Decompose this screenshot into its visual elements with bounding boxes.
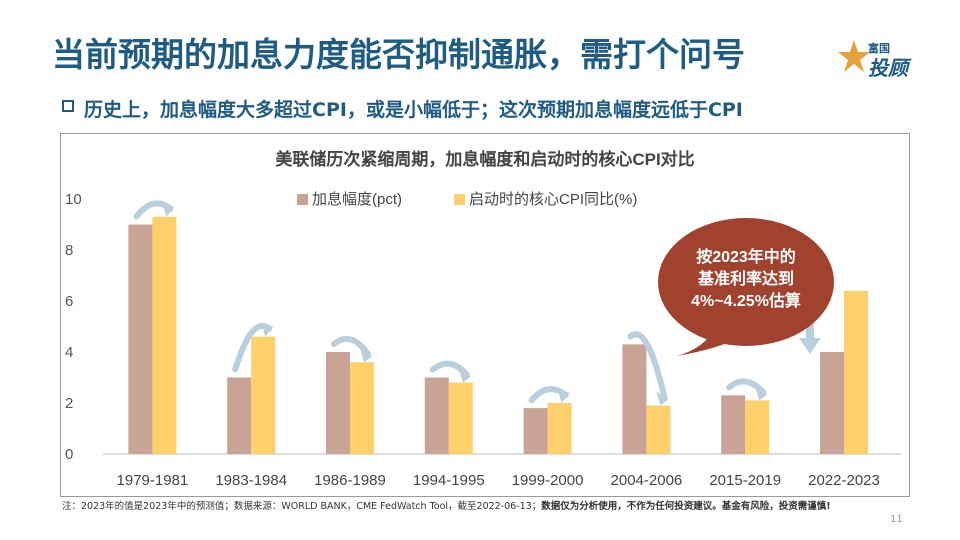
footnote-source: 注：2023年的值是2023年中的预测值；数据来源：WORLD BANK，CME… xyxy=(62,501,542,512)
bar-core-cpi xyxy=(646,405,671,454)
bar-rate-hike xyxy=(820,352,844,454)
trend-arrowhead-icon xyxy=(755,386,768,401)
legend-label-1: 加息幅度(pct) xyxy=(312,191,402,208)
trend-arrowhead-icon xyxy=(360,348,372,363)
legend-swatch-1 xyxy=(297,194,308,205)
slide-title: 当前预期的加息力度能否抑制通胀，需打个问号 xyxy=(52,35,745,74)
annotation-bubble xyxy=(658,218,834,346)
star-logo-icon xyxy=(838,40,870,72)
trend-arrowhead-icon xyxy=(557,389,570,403)
y-tick-label: 2 xyxy=(65,395,73,412)
trend-arrow-icon xyxy=(429,360,470,378)
legend-label-2: 启动时的核心CPI同比(%) xyxy=(469,191,637,208)
fuguo-logo: 富国 投顾 xyxy=(836,36,918,80)
slide-subtitle: 历史上，加息幅度大多超过CPI，或是小幅低于；这次预期加息幅度远低于CPI xyxy=(84,99,743,121)
x-tick-label: 2015-2019 xyxy=(709,472,781,489)
bar-rate-hike xyxy=(424,377,449,454)
x-tick-label: 1999-2000 xyxy=(512,472,584,489)
annotation-line-2: 基准利率达到 xyxy=(697,269,794,288)
x-tick-label: 2022-2023 xyxy=(808,472,880,489)
bar-core-cpi xyxy=(547,403,572,454)
bar-core-cpi xyxy=(152,216,177,454)
bar-core-cpi xyxy=(844,290,868,454)
bar-rate-hike xyxy=(622,344,647,454)
bar-core-cpi xyxy=(251,336,276,454)
bar-rate-hike xyxy=(523,408,548,454)
chart-title: 美联储历次紧缩周期，加息幅度和启动时的核心CPI对比 xyxy=(275,149,694,169)
x-tick-label: 1986-1989 xyxy=(314,472,386,489)
y-tick-label: 10 xyxy=(65,191,82,208)
x-tick-label: 1994-1995 xyxy=(413,472,485,489)
trend-arrowhead-icon xyxy=(261,322,274,337)
bar-core-cpi xyxy=(448,382,473,454)
trend-arrowhead-icon xyxy=(656,391,669,406)
bar-rate-hike xyxy=(721,395,746,454)
bar-core-cpi xyxy=(745,400,770,454)
y-tick-label: 4 xyxy=(65,344,73,361)
bar-rate-hike xyxy=(326,352,350,454)
x-tick-label: 1979-1981 xyxy=(117,472,189,489)
x-tick-label: 1983-1984 xyxy=(215,472,287,489)
bar-rate-hike xyxy=(128,224,153,454)
footnote: 注：2023年的值是2023年中的预测值；数据来源：WORLD BANK，CME… xyxy=(62,500,902,514)
footnote-disclaimer: 数据仅为分析使用，不作为任何投资建议。基金有风险，投资需谨慎! xyxy=(541,501,831,512)
y-tick-label: 8 xyxy=(65,242,73,259)
annotation-line-1: 按2023年中的 xyxy=(696,247,796,266)
logo-text-top: 富国 xyxy=(868,42,890,55)
trend-arrow-icon xyxy=(331,335,371,358)
trend-arrow-icon xyxy=(627,331,668,401)
logo-text-main: 投顾 xyxy=(868,56,908,80)
bar-core-cpi xyxy=(350,362,374,454)
trend-arrow-icon xyxy=(726,378,767,396)
page-number: 11 xyxy=(890,514,903,525)
chart-frame: 美联储历次紧缩周期，加息幅度和启动时的核心CPI对比加息幅度(pct) 启动时的核… xyxy=(60,133,910,497)
legend-swatch-2 xyxy=(454,194,465,205)
gap-arrow-down-icon xyxy=(799,338,821,354)
trend-arrowhead-icon xyxy=(458,368,471,383)
bar-rate-hike xyxy=(227,377,252,454)
trend-arrowhead-icon xyxy=(162,202,175,217)
subtitle-bullet-icon xyxy=(62,100,74,112)
y-tick-label: 0 xyxy=(65,446,73,463)
annotation-line-3: 4%~4.25%估算 xyxy=(691,291,801,310)
x-tick-label: 2004-2006 xyxy=(611,472,683,489)
y-tick-label: 6 xyxy=(65,293,73,310)
